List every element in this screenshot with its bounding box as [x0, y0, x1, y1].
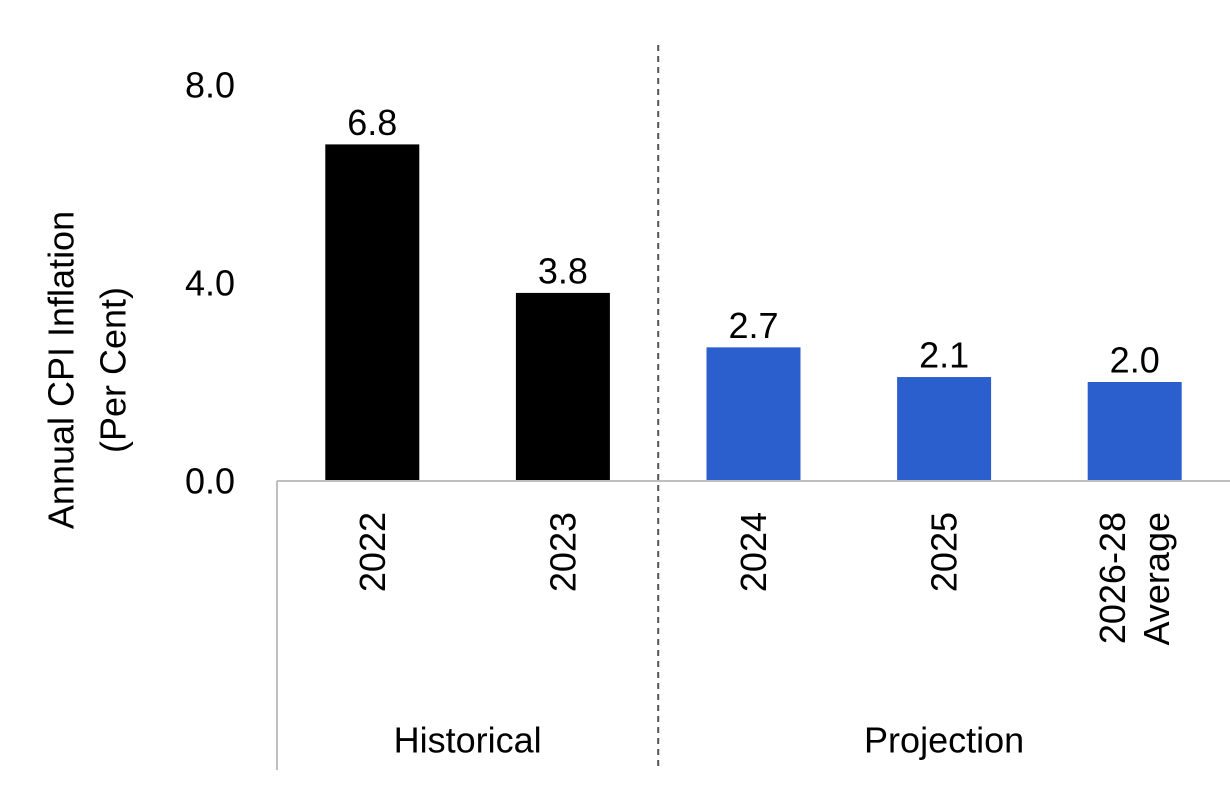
- bar: [325, 144, 420, 481]
- bars: [325, 144, 1182, 481]
- bar: [1087, 382, 1182, 481]
- group-label: Projection: [864, 720, 1024, 761]
- category-label: 2026-28: [1092, 512, 1133, 644]
- bar-value-label: 6.8: [347, 102, 397, 143]
- y-tick-label: 4.0: [185, 263, 235, 304]
- bar-value-label: 2.7: [728, 305, 778, 346]
- category-label: 2025: [924, 512, 965, 592]
- y-axis-title: Annual CPI Inflation (Per Cent): [41, 211, 134, 529]
- category-label: 2022: [352, 512, 393, 592]
- bar: [897, 377, 992, 481]
- bar-value-label: 2.0: [1110, 340, 1160, 381]
- bar-value-label: 2.1: [919, 335, 969, 376]
- bar-value-label: 3.8: [538, 250, 588, 291]
- y-axis-title-line: (Per Cent): [93, 287, 134, 453]
- y-tick-label: 8.0: [185, 65, 235, 106]
- y-tick-label: 0.0: [185, 461, 235, 502]
- category-label: Average: [1136, 512, 1177, 645]
- category-label: 2024: [733, 512, 774, 592]
- category-label: 2023: [542, 512, 583, 592]
- bar: [515, 292, 610, 481]
- y-axis-ticks: 0.0 4.0 8.0: [185, 65, 235, 502]
- category-labels: 2022 2023 2024 2025 2026-28 Average: [352, 512, 1177, 645]
- group-labels: Historical Projection: [394, 720, 1025, 761]
- y-axis-title-line: Annual CPI Inflation: [41, 211, 82, 529]
- axis-lines: [276, 45, 1230, 770]
- bar: [706, 347, 801, 481]
- group-label: Historical: [394, 720, 542, 761]
- value-labels: 6.8 3.8 2.7 2.1 2.0: [347, 102, 1159, 381]
